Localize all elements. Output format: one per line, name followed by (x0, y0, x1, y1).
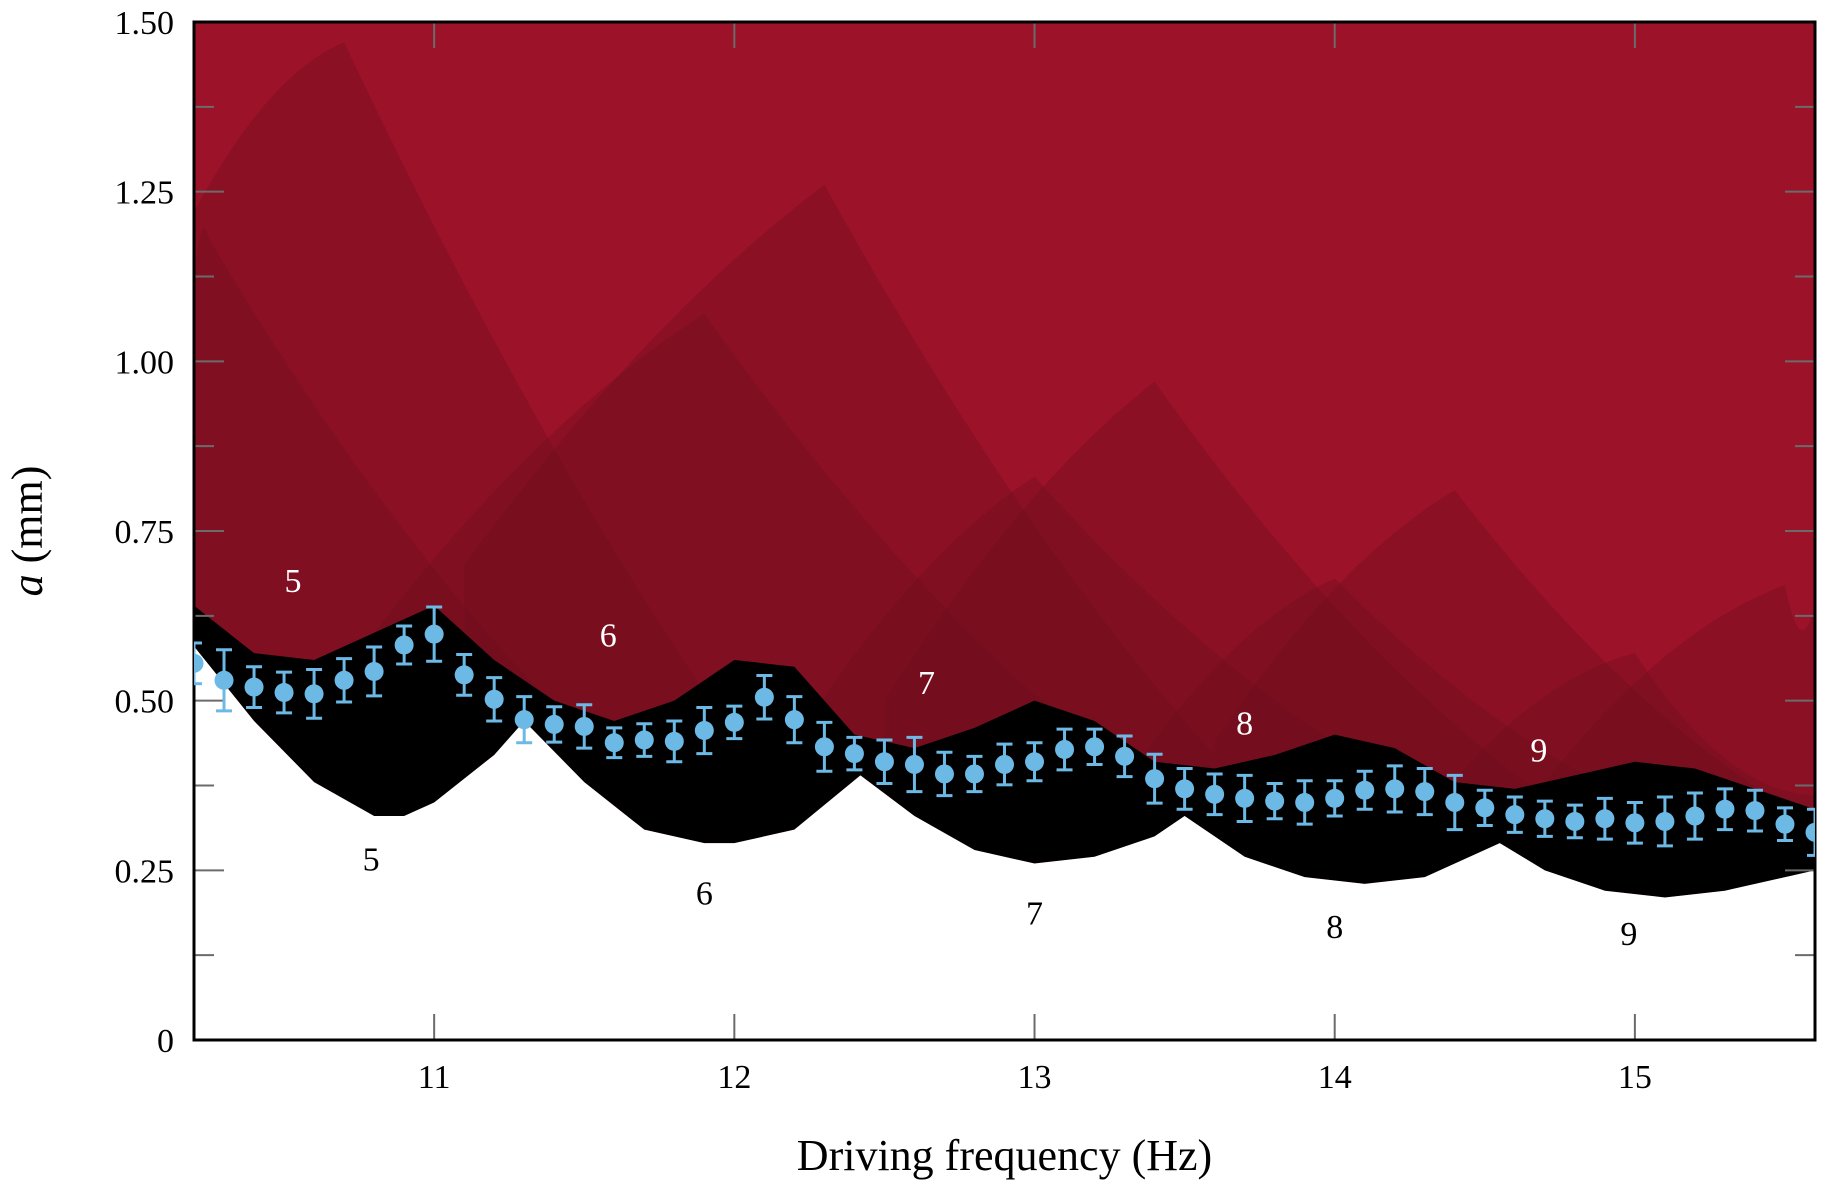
data-point (1115, 746, 1135, 766)
upper-region-label: 8 (1236, 706, 1253, 743)
data-point (364, 661, 384, 681)
data-point (1325, 788, 1345, 808)
x-tick-label: 13 (1018, 1059, 1052, 1096)
data-point (274, 683, 294, 703)
tick-labels: 11 12 13 14 15 0 0.25 0.50 0.75 1.00 1.25 1.50 (115, 5, 1652, 1096)
data-point (874, 752, 894, 772)
y-tick-label: 0.75 (115, 514, 175, 551)
data-point (1055, 740, 1075, 760)
data-point (1295, 792, 1315, 812)
data-point (904, 754, 924, 774)
lower-region-label: 6 (696, 875, 713, 912)
lower-region-label: 8 (1326, 909, 1343, 946)
data-point (604, 733, 624, 753)
data-point (394, 635, 414, 655)
data-point (1535, 809, 1555, 829)
data-point (1205, 784, 1225, 804)
upper-region-label: 7 (918, 665, 935, 702)
stable-region (194, 646, 1815, 1040)
lower-region-label: 9 (1620, 916, 1637, 953)
data-point (424, 624, 444, 644)
data-point (1025, 752, 1045, 772)
data-point (1265, 791, 1285, 811)
data-point (964, 764, 984, 784)
data-point (995, 754, 1014, 774)
data-point (934, 764, 954, 784)
x-tick-label: 11 (418, 1059, 451, 1096)
x-axis-title: Driving frequency (Hz) (797, 1131, 1212, 1180)
data-point (634, 730, 654, 750)
data-point (484, 689, 504, 709)
region-labels: 5 6 7 8 9 5 6 7 8 9 (285, 563, 1638, 953)
data-point (1655, 811, 1675, 831)
upper-region-label: 5 (285, 563, 302, 600)
data-point (694, 721, 714, 741)
data-point (214, 670, 234, 690)
data-points (194, 605, 1815, 857)
upper-region-label: 6 (600, 617, 617, 654)
y-tick-label: 0.50 (115, 684, 175, 721)
data-point (244, 677, 264, 697)
data-point (1145, 769, 1165, 789)
data-point (784, 710, 804, 730)
y-tick-label: 1.50 (115, 5, 175, 42)
data-point (1505, 805, 1525, 825)
lower-region-label: 5 (363, 841, 380, 878)
x-tick-label: 15 (1618, 1059, 1652, 1096)
data-point (1175, 779, 1195, 799)
plot-frame (192, 20, 1817, 1042)
data-point (574, 716, 594, 736)
lower-region-label: 7 (1026, 896, 1043, 933)
data-point (1565, 811, 1585, 831)
data-point (664, 731, 684, 751)
data-point (1625, 813, 1645, 833)
y-tick-label: 0 (157, 1023, 174, 1060)
y-axis-title-symbol: a (3, 574, 52, 596)
y-tick-label: 0.25 (115, 853, 175, 890)
data-point (304, 684, 324, 704)
data-point (1715, 799, 1735, 819)
y-axis-title: a (mm) (3, 466, 52, 597)
upper-region-label: 9 (1530, 733, 1547, 770)
data-point (1385, 779, 1405, 799)
data-point (1415, 782, 1435, 802)
data-point (1355, 780, 1375, 800)
data-point (454, 665, 474, 685)
data-point (1805, 822, 1815, 842)
y-axis-title-unit: (mm) (3, 466, 52, 575)
data-point (754, 687, 774, 707)
y-tick-label: 1.00 (115, 344, 175, 381)
data-point (724, 712, 744, 732)
x-tick-label: 12 (717, 1059, 751, 1096)
x-tick-label: 14 (1318, 1059, 1352, 1096)
data-point (1685, 806, 1705, 826)
data-point (844, 744, 864, 764)
data-point (1745, 801, 1765, 821)
data-point (334, 670, 354, 690)
data-point (514, 710, 534, 730)
y-tick-label: 1.25 (115, 175, 175, 212)
data-point (1475, 798, 1495, 818)
data-point (1445, 792, 1465, 812)
data-point (544, 714, 564, 734)
data-point (814, 737, 834, 757)
data-point (1595, 809, 1615, 829)
data-point (194, 653, 204, 673)
data-point (1235, 788, 1255, 808)
data-point (1085, 737, 1105, 757)
data-point (1775, 814, 1795, 834)
